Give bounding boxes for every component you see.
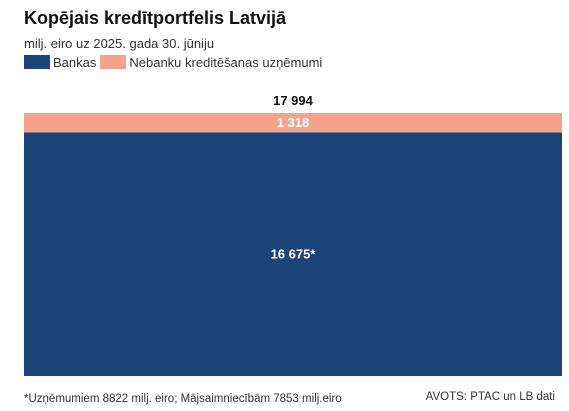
chart-footnote: *Uzņēmumiem 8822 milj. eiro; Mājsaimniec… [24,393,342,405]
chart-title: Kopējais kredītportfelis Latvijā [24,8,287,28]
bar-segment-nebanku [24,113,562,133]
legend-item-bankas: Bankas [24,55,96,70]
legend-swatch-bankas [24,55,50,69]
bar-segment-bankas [24,132,562,376]
data-label-bankas: 16 675* [271,247,317,262]
chart-legend: Bankas Nebanku kreditēšanas uzņēmumi [24,53,326,71]
chart-subtitle: milj. eiro uz 2025. gada 30. jūniju [24,36,215,51]
total-label: 17 994 [273,93,314,108]
legend-label-nebanku: Nebanku kreditēšanas uzņēmumi [129,54,323,70]
data-label-nebanku: 1 318 [277,115,310,130]
legend-item-nebanku: Nebanku kreditēšanas uzņēmumi [100,55,322,70]
chart-source: AVOTS: PTAC un LB dati [425,391,555,403]
legend-swatch-nebanku [100,55,127,69]
legend-label-bankas: Bankas [53,54,97,70]
